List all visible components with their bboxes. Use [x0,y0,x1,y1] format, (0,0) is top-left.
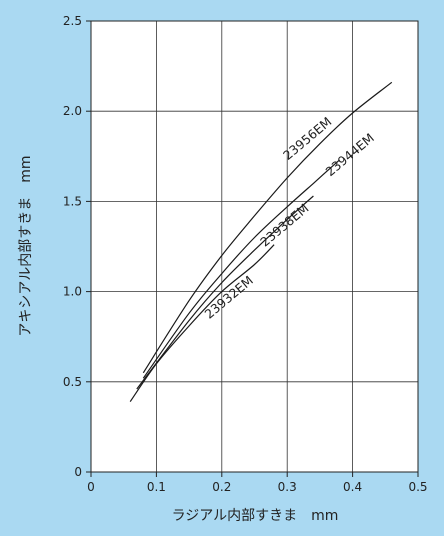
plot-frame [90,20,419,473]
y-tick-label: 1.5 [63,194,82,208]
series-line [142,81,393,374]
ticks: 0 0.1 0.2 0.3 0.4 0.5 0 0.5 1.0 1.5 2.0 2.5 [63,14,428,494]
y-tick-label: 0.5 [63,375,82,389]
x-tick-label: 0.1 [147,480,166,494]
x-tick-label: 0.5 [408,480,427,494]
series-line [142,159,340,379]
y-tick-label: 0 [74,465,82,479]
series-line [129,244,275,402]
x-tick-label: 0 [87,480,95,494]
series [129,81,393,402]
y-tick-label: 2.5 [63,14,82,28]
y-tick-label: 1.0 [63,285,82,299]
grid [91,21,418,472]
y-axis-title: アキシアル内部すきま mm [18,155,34,336]
series-line [136,195,314,390]
y-tick-label: 2.0 [63,104,82,118]
x-axis-title: ラジアル内部すきま mm [172,508,339,524]
x-tick-label: 0.2 [212,480,231,494]
plot-area [91,21,418,472]
x-tick-label: 0.3 [278,480,297,494]
x-tick-label: 0.4 [343,480,362,494]
